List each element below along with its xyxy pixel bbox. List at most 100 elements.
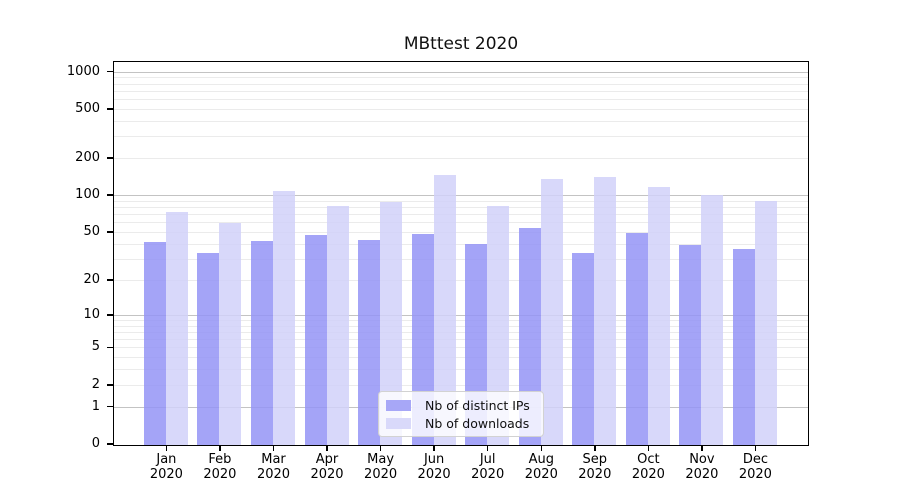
gridline-minor-5 — [114, 347, 808, 349]
x-tick-year: 2020 — [738, 467, 772, 482]
legend-label-downloads: Nb of downloads — [425, 415, 530, 431]
x-tick-mark-jun — [433, 445, 435, 451]
x-tick-month: Apr — [315, 452, 339, 467]
bar-downloads-mar — [273, 191, 295, 445]
legend-swatch-downloads — [386, 417, 411, 429]
x-tick-month: Jun — [423, 452, 445, 467]
y-tick-mark-20 — [107, 279, 113, 281]
x-tick-month: Dec — [742, 452, 768, 467]
bar-downloads-may — [380, 202, 403, 445]
x-tick-label-dec: Dec 2020 — [723, 452, 787, 482]
x-tick-month: Jan — [156, 452, 177, 467]
y-tick-mark-2 — [107, 384, 113, 386]
y-tick-label-50: 50 — [83, 224, 100, 239]
x-tick-mark-jul — [486, 445, 489, 451]
x-tick-month: Nov — [689, 452, 715, 467]
gridline-major-1000 — [114, 71, 808, 73]
gridline-minor-900 — [114, 77, 808, 79]
y-tick-label-0: 0 — [91, 436, 100, 451]
x-tick-mark-aug — [540, 445, 542, 451]
bar-downloads-sep — [594, 176, 617, 445]
bar-downloads-jun — [433, 174, 456, 445]
bar-distinct-ips-sep — [572, 253, 595, 445]
gridline-minor-600 — [114, 99, 808, 100]
gridline-minor-700 — [114, 90, 808, 92]
gridline-minor-20 — [114, 279, 808, 281]
x-tick-year: 2020 — [417, 467, 451, 482]
bar-downloads-dec — [754, 200, 777, 445]
gridline-minor-2 — [114, 384, 808, 386]
gridline-minor-6 — [114, 339, 808, 341]
x-tick-month: Sep — [582, 452, 608, 467]
x-tick-month: Oct — [637, 452, 660, 467]
gridline-minor-70 — [114, 214, 808, 216]
x-tick-year: 2020 — [471, 467, 505, 482]
y-tick-label-2: 2 — [91, 376, 100, 392]
bar-downloads-oct — [647, 186, 670, 445]
bar-distinct-ips-mar — [251, 241, 273, 445]
gridline-minor-40 — [114, 243, 808, 245]
legend-entry-downloads: Nb of downloads — [386, 416, 536, 431]
x-tick-year: 2020 — [685, 467, 719, 482]
y-tick-mark-200 — [107, 157, 113, 159]
y-tick-mark-500 — [107, 108, 113, 110]
bar-downloads-feb — [219, 222, 242, 445]
gridline-minor-60 — [114, 222, 808, 224]
x-tick-month: Feb — [208, 452, 232, 467]
bar-distinct-ips-apr — [304, 235, 327, 445]
y-tick-mark-5 — [107, 346, 113, 349]
bar-distinct-ips-nov — [679, 244, 702, 445]
y-tick-mark-10 — [107, 314, 113, 316]
gridline-minor-80 — [114, 207, 808, 209]
gridline-minor-30 — [114, 258, 808, 260]
y-tick-label-200: 200 — [75, 150, 100, 166]
y-tick-label-500: 500 — [75, 100, 100, 116]
x-tick-label-jul: Jul 2020 — [456, 452, 520, 482]
bar-distinct-ips-aug — [518, 228, 541, 445]
gridline-minor-3 — [114, 369, 808, 371]
x-tick-month: Jul — [479, 452, 496, 467]
y-tick-label-1: 1 — [91, 398, 100, 414]
x-tick-mark-may — [379, 445, 382, 451]
y-tick-label-5: 5 — [91, 339, 100, 355]
x-tick-mark-apr — [326, 445, 328, 451]
gridline-major-10 — [114, 314, 808, 316]
gridline-minor-800 — [114, 83, 808, 85]
gridline-major-100 — [114, 195, 808, 197]
y-tick-mark-0 — [107, 443, 113, 445]
gridline-minor-50 — [114, 232, 808, 233]
gridline-minor-200 — [114, 158, 808, 160]
gridline-minor-8 — [114, 325, 808, 327]
y-tick-mark-100 — [107, 194, 113, 196]
x-tick-mark-sep — [594, 445, 596, 451]
gridline-minor-400 — [114, 120, 808, 122]
bar-distinct-ips-may — [358, 239, 381, 445]
y-tick-mark-1 — [107, 405, 113, 408]
plot-area: Nb of distinct IPs Nb of downloads — [113, 61, 809, 446]
x-tick-month: May — [367, 452, 395, 467]
y-tick-label-1000: 1000 — [66, 63, 100, 79]
gridline-minor-4 — [114, 357, 808, 359]
chart-title: MBttest 2020 — [403, 34, 519, 54]
x-tick-mark-jan — [165, 445, 168, 451]
legend: Nb of distinct IPs Nb of downloads — [378, 391, 544, 437]
gridline-minor-500 — [114, 108, 808, 110]
x-tick-label-aug: Aug 2020 — [509, 452, 573, 482]
bar-downloads-jan — [165, 211, 188, 445]
x-tick-mark-mar — [272, 445, 275, 451]
x-tick-year: 2020 — [203, 467, 237, 482]
x-tick-year: 2020 — [149, 467, 183, 482]
y-tick-label-10: 10 — [83, 306, 100, 322]
gridline-minor-300 — [114, 136, 808, 138]
x-tick-year: 2020 — [631, 467, 665, 482]
x-tick-year: 2020 — [524, 467, 558, 482]
x-tick-label-nov: Nov 2020 — [670, 452, 734, 482]
x-tick-label-may: May 2020 — [349, 452, 413, 482]
bar-downloads-apr — [326, 206, 349, 445]
bar-downloads-aug — [540, 179, 563, 445]
x-tick-month: Aug — [528, 452, 554, 467]
legend-swatch-distinct-ips — [386, 399, 411, 411]
y-tick-label-100: 100 — [75, 187, 100, 203]
x-tick-month: Mar — [261, 452, 286, 467]
